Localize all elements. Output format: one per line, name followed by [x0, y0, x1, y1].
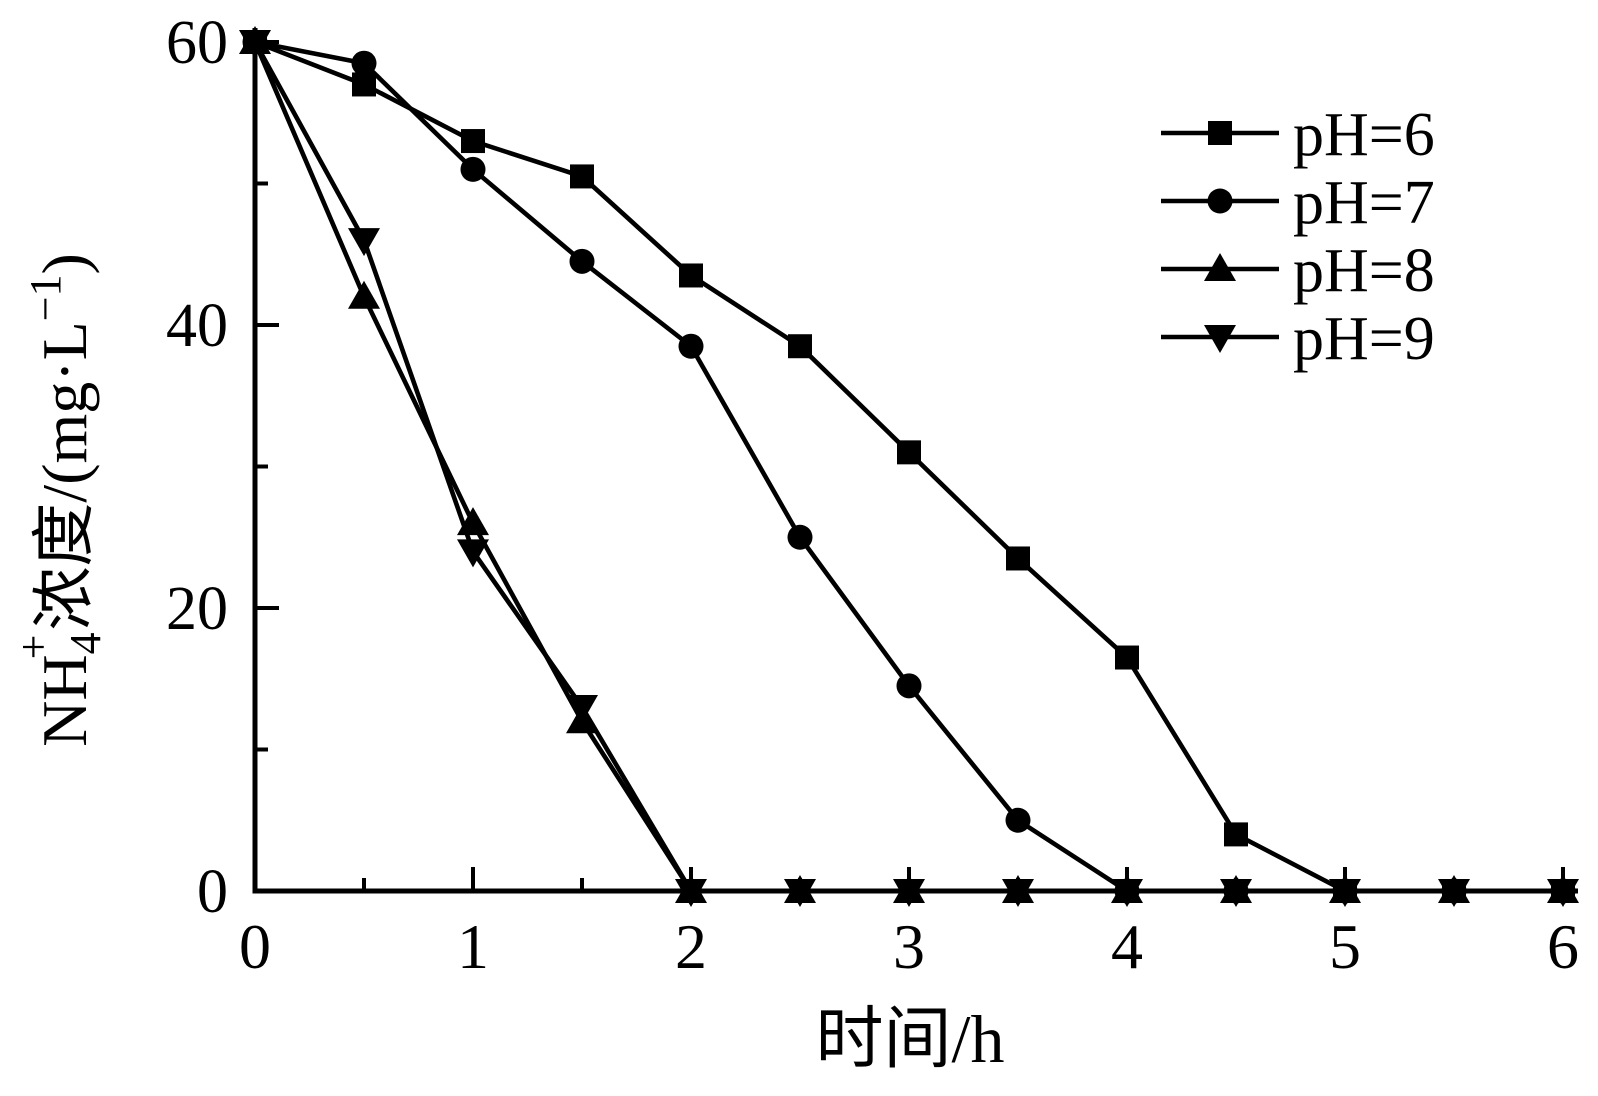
legend-label: pH=7 — [1293, 169, 1435, 237]
y-axis-title: NH4+浓度/(mg·L−1) — [9, 253, 110, 747]
legend-label: pH=6 — [1293, 101, 1435, 169]
circle-marker — [896, 673, 922, 699]
triangle-down-marker — [675, 879, 707, 907]
legend-item-pH=7: pH=7 — [1161, 169, 1435, 237]
y-tick-label: 40 — [166, 292, 228, 360]
square-marker — [679, 263, 703, 288]
square-marker — [352, 72, 376, 97]
square-marker — [1115, 645, 1139, 670]
triangle-down-marker — [239, 30, 271, 58]
triangle-down-marker — [784, 879, 816, 907]
x-axis-title: 时间/h — [816, 1001, 1005, 1077]
y-tick-label: 0 — [197, 858, 228, 926]
triangle-up-marker — [348, 280, 380, 309]
circle-marker — [1207, 188, 1233, 214]
y-axis-title-text: NH4+浓度/(mg·L−1) — [9, 253, 110, 747]
series-layer — [239, 26, 1579, 907]
x-tick-label: 0 — [239, 911, 271, 982]
triangle-up-marker — [1204, 253, 1236, 281]
legend-item-pH=9: pH=9 — [1161, 305, 1435, 373]
circle-marker — [678, 333, 704, 359]
triangle-down-marker — [1547, 879, 1579, 907]
circle-marker — [460, 156, 486, 182]
x-tick-label: 3 — [893, 911, 925, 982]
triangle-down-marker — [1111, 879, 1143, 907]
square-marker — [570, 164, 594, 189]
square-marker — [1208, 121, 1232, 145]
legend-item-pH=6: pH=6 — [1161, 101, 1435, 169]
x-tick-label: 2 — [675, 911, 707, 982]
triangle-down-marker — [1002, 879, 1034, 907]
triangle-down-marker — [893, 879, 925, 907]
x-tick-label: 6 — [1547, 911, 1579, 982]
circle-marker — [569, 248, 595, 274]
triangle-down-marker — [1329, 879, 1361, 907]
legend: pH=6pH=7pH=8pH=9 — [1161, 101, 1435, 373]
x-tick-label: 5 — [1329, 911, 1361, 982]
x-tick-label: 1 — [457, 911, 489, 982]
triangle-down-marker — [566, 695, 598, 724]
triangle-down-marker — [457, 539, 489, 568]
series-pH=9 — [239, 30, 1579, 907]
square-marker — [1006, 546, 1030, 571]
circle-marker — [351, 50, 377, 76]
y-tick-label: 60 — [166, 9, 228, 77]
triangle-down-marker — [1220, 879, 1252, 907]
triangle-down-marker — [348, 228, 380, 257]
circle-marker — [1005, 807, 1031, 833]
square-marker — [788, 334, 812, 359]
legend-item-pH=8: pH=8 — [1161, 237, 1435, 305]
y-tick-label: 20 — [166, 575, 228, 643]
square-marker — [1224, 822, 1248, 847]
square-marker — [897, 440, 921, 465]
legend-label: pH=9 — [1293, 305, 1435, 373]
square-marker — [461, 129, 485, 154]
x-tick-label: 4 — [1111, 911, 1143, 982]
circle-marker — [787, 524, 813, 550]
legend-label: pH=8 — [1293, 237, 1435, 305]
triangle-down-marker — [1204, 325, 1236, 353]
triangle-down-marker — [1438, 879, 1470, 907]
